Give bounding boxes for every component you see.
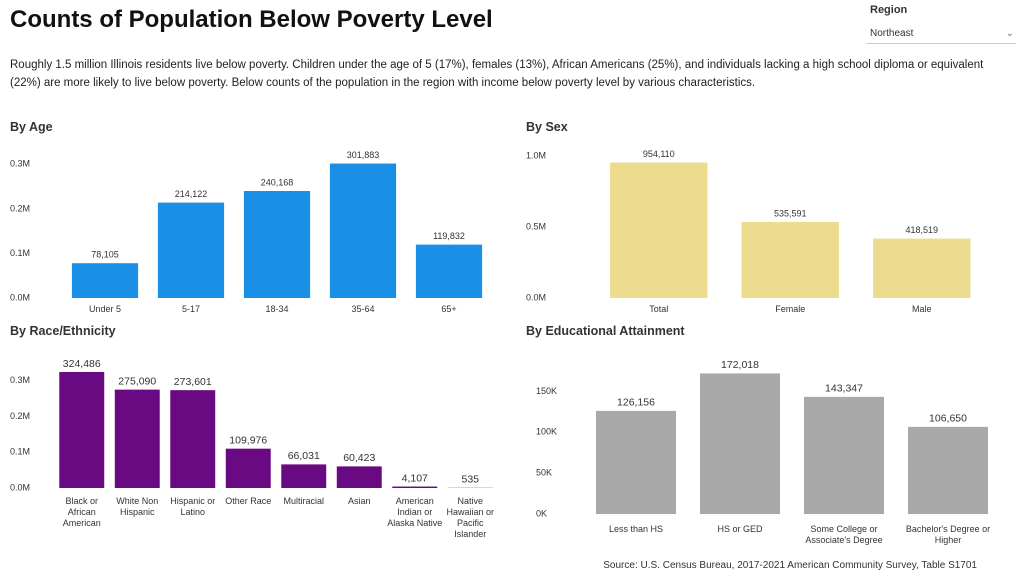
data-label: 275,090	[118, 375, 156, 387]
bar	[114, 389, 160, 488]
x-tick-label: Some College or Associate's Degree	[805, 524, 883, 545]
bar	[329, 163, 397, 298]
bar	[336, 466, 382, 488]
data-label: 109,976	[229, 434, 267, 446]
y-tick-label: 0.2M	[10, 411, 30, 421]
y-tick-label: 50K	[536, 468, 552, 478]
y-tick-label: 0.0M	[10, 292, 30, 302]
data-label: 78,105	[91, 250, 119, 260]
bar	[741, 221, 839, 298]
bar	[225, 448, 271, 488]
bar	[610, 162, 708, 298]
data-label: 119,832	[433, 231, 465, 241]
page-title: Counts of Population Below Poverty Level	[10, 6, 493, 33]
data-label: 60,423	[343, 452, 375, 464]
bar	[803, 396, 885, 514]
bar	[157, 202, 225, 298]
data-label: 172,018	[721, 359, 759, 371]
y-tick-label: 0.3M	[10, 375, 30, 385]
bar	[71, 263, 139, 298]
filter-value[interactable]: Northeast	[870, 28, 914, 39]
x-tick-label: American Indian or Alaska Native	[387, 496, 443, 528]
x-tick-label: Hispanic or Latino	[170, 496, 216, 517]
bar	[243, 191, 311, 298]
y-tick-label: 150K	[536, 386, 557, 396]
x-tick-label: White Non Hispanic	[116, 496, 159, 517]
data-label: 106,650	[929, 413, 967, 425]
chart-title: By Sex	[526, 120, 568, 134]
chart-title: By Age	[10, 120, 53, 134]
bar	[170, 390, 216, 488]
data-label: 418,519	[905, 225, 938, 235]
data-label: 214,122	[175, 189, 208, 199]
x-tick-label: Total	[649, 304, 669, 314]
x-tick-label: Male	[911, 304, 932, 314]
x-tick-label: Less than HS	[608, 524, 664, 534]
chart-title: By Educational Attainment	[526, 324, 685, 338]
bar	[595, 410, 677, 514]
y-tick-label: 0.3M	[10, 159, 30, 169]
y-tick-label: 0.0M	[526, 292, 546, 302]
source: Source: U.S. Census Bureau, 2017-2021 Am…	[603, 560, 977, 571]
x-tick-label: Under 5	[88, 304, 122, 314]
y-tick-label: 0.2M	[10, 203, 30, 213]
y-tick-label: 0.1M	[10, 447, 30, 457]
x-tick-label: Asian	[347, 496, 371, 506]
y-tick-label: 0K	[536, 508, 547, 518]
data-label: 535,591	[774, 208, 807, 218]
x-tick-label: Multiracial	[283, 496, 324, 506]
x-tick-label: Female	[775, 304, 806, 314]
x-tick-label: HS or GED	[717, 524, 763, 534]
bar	[873, 238, 971, 298]
dropdown-arrow[interactable]: ⌄	[1005, 28, 1014, 39]
y-tick-label: 100K	[536, 427, 557, 437]
data-label: 126,156	[617, 397, 655, 409]
data-label: 143,347	[825, 383, 863, 395]
y-tick-label: 0.5M	[526, 221, 546, 231]
x-tick-label: Other Race	[225, 496, 272, 506]
filter-dropdown[interactable]: Northeast ⌄	[866, 24, 1016, 44]
x-tick-label: 65+	[441, 304, 457, 314]
bar	[699, 373, 781, 514]
bar	[281, 464, 327, 488]
y-tick-label: 0.0M	[10, 482, 30, 492]
x-tick-label: Native Hawaiian or Pacific Islander	[446, 496, 495, 539]
data-label: 273,601	[174, 376, 212, 388]
x-tick-label: 35-64	[351, 304, 375, 314]
y-tick-label: 1.0M	[526, 150, 546, 160]
bar	[415, 244, 483, 298]
filter-label: Region	[870, 4, 908, 16]
data-label: 301,883	[347, 150, 380, 160]
x-tick-label: 5-17	[181, 304, 200, 314]
data-label: 66,031	[288, 450, 320, 462]
data-label: 4,107	[402, 472, 428, 484]
x-tick-label: Bachelor's Degree or Higher	[905, 524, 991, 545]
y-tick-label: 0.1M	[10, 248, 30, 258]
bar	[59, 371, 105, 488]
data-label: 954,110	[643, 149, 675, 159]
x-tick-label: 18-34	[265, 304, 289, 314]
data-label: 535	[461, 474, 479, 486]
data-label: 324,486	[63, 358, 101, 370]
x-tick-label: Black or African American	[62, 496, 101, 528]
bar	[392, 486, 438, 488]
bar	[907, 426, 989, 514]
description: Roughly 1.5 million Illinois residents l…	[10, 59, 984, 89]
data-label: 240,168	[261, 177, 294, 187]
chart-title: By Race/Ethnicity	[10, 324, 116, 338]
